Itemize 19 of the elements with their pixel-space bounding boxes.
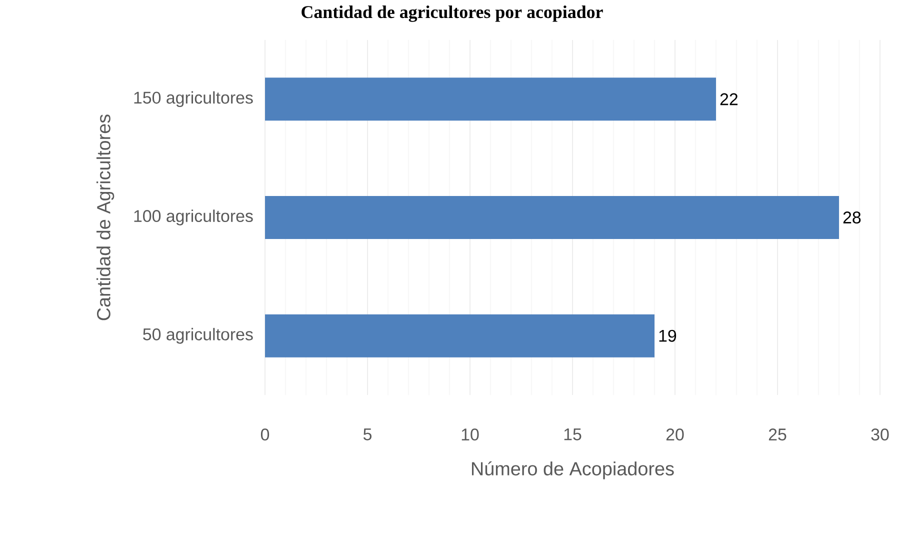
- bar: [265, 314, 655, 358]
- bar: [265, 78, 716, 121]
- x-axis-title: Número de Acopiadores: [472, 461, 674, 480]
- x-tick-label: 15: [564, 428, 582, 440]
- x-tick-label: 30: [871, 428, 889, 441]
- x-tick-label: 10: [462, 428, 479, 441]
- x-tick-label: 20: [666, 428, 684, 441]
- chart-title: Cantidad de agricultores por acopiador: [302, 6, 603, 22]
- data-label: 28: [843, 211, 861, 224]
- y-axis-title: Cantidad de Agricultores: [96, 114, 114, 320]
- data-label: 22: [720, 93, 738, 106]
- x-tick-label: 0: [260, 428, 270, 441]
- bar: [265, 196, 840, 239]
- x-tick-label: 5: [363, 428, 372, 440]
- y-tick-label: 150 agricultores: [134, 91, 253, 108]
- data-label: 19: [659, 330, 676, 342]
- y-tick-label: 100 agricultores: [134, 210, 253, 226]
- y-tick-label: 50 agricultores: [143, 328, 253, 344]
- x-tick-label: 25: [768, 428, 786, 441]
